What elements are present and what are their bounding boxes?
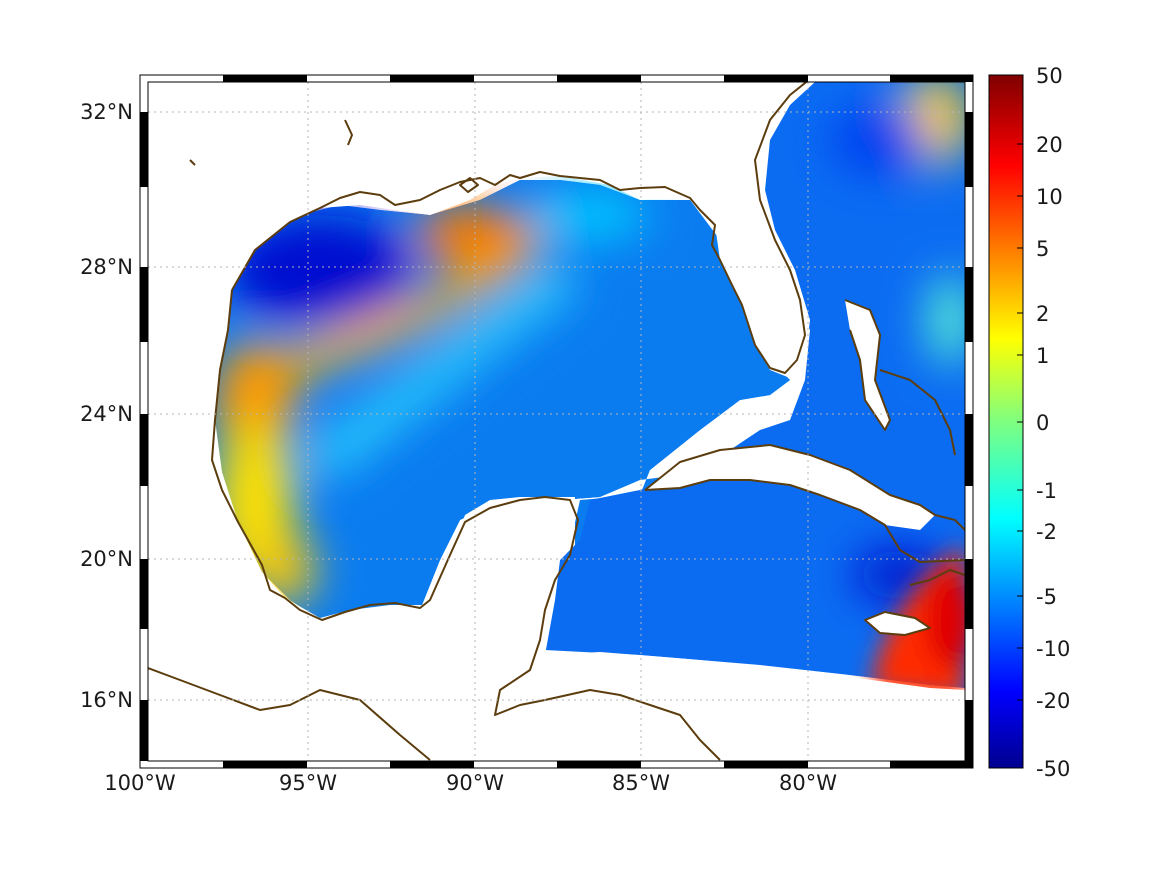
lat-label: 16°N: [80, 688, 133, 712]
colorbar-tick-label: 1: [1036, 344, 1049, 368]
colorbar-tick-label: -50: [1036, 757, 1070, 781]
colorbar-tick-label: 20: [1036, 133, 1063, 157]
colorbar-tick-label: -2: [1036, 520, 1057, 544]
lon-label: 95°W: [279, 771, 337, 795]
ocean-field: [148, 82, 965, 761]
lat-label: 20°N: [80, 547, 133, 571]
colorbar-tick-label: -10: [1036, 637, 1070, 661]
colorbar-tick-label: -1: [1036, 479, 1057, 503]
colorbar-tick-label: 2: [1036, 302, 1049, 326]
coastlines: [148, 82, 965, 761]
colorbar-tick-label: 50: [1036, 64, 1063, 88]
map-frame: [139, 74, 974, 769]
graticule: [148, 82, 965, 761]
lon-label: 80°W: [779, 771, 837, 795]
lon-label: 85°W: [612, 771, 670, 795]
lat-label: 32°N: [80, 100, 133, 124]
colorbar-tick-label: 5: [1036, 237, 1049, 261]
lat-label: 24°N: [80, 402, 133, 426]
colorbar-tick-label: 0: [1036, 411, 1049, 435]
colorbar-tick-label: 10: [1036, 185, 1063, 209]
lat-label: 28°N: [80, 255, 133, 279]
colorbar-tick-label: -5: [1036, 585, 1057, 609]
longitude-labels: 100°W 95°W 90°W 85°W 80°W: [104, 771, 837, 795]
lon-label: 90°W: [446, 771, 504, 795]
colorbar: 50 20 10 5 2 1 0 -1 -2 -5 -10 -20 -50: [988, 64, 1070, 781]
colorbar-tick-label: -20: [1036, 689, 1070, 713]
lon-label: 100°W: [104, 771, 176, 795]
latitude-labels: 32°N 28°N 24°N 20°N 16°N: [80, 100, 133, 712]
